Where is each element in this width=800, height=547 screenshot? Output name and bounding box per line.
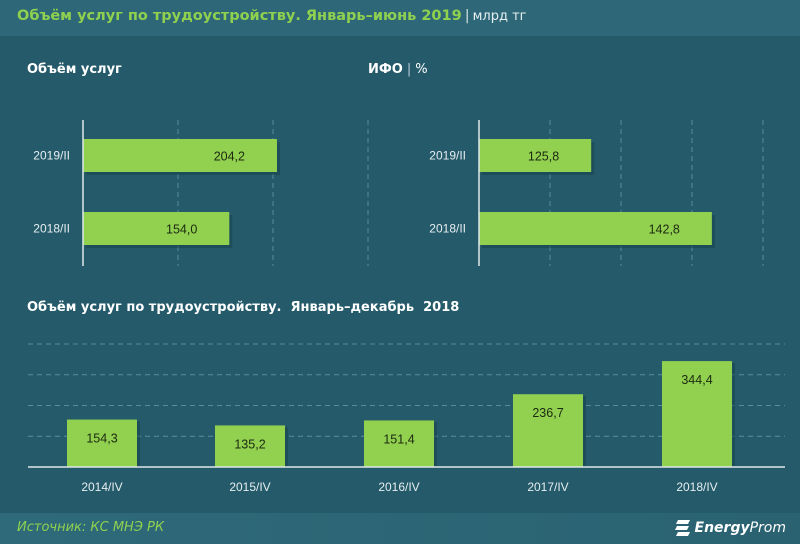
bar-2018/II	[83, 212, 230, 245]
title-unit: млрд тг	[472, 9, 527, 24]
header-bar: Объём услуг по трудоустройству. Январь–и…	[0, 0, 800, 36]
category-label: 2018/IV	[676, 480, 717, 494]
data-label: 236,7	[532, 406, 563, 420]
title-separator: |	[464, 8, 470, 24]
category-label: 2014/IV	[81, 480, 122, 494]
source-note: Источник: КС МНЭ РК	[17, 520, 165, 535]
title-text: Объём услуг по трудоустройству. Январь–и…	[17, 8, 462, 24]
data-label: 135,2	[234, 437, 265, 451]
data-label: 151,4	[383, 432, 414, 446]
bar-2014/IV	[67, 419, 137, 467]
data-label: 344,4	[681, 373, 712, 387]
energyprom-logo-icon	[674, 520, 690, 536]
bar-2019/II	[83, 139, 277, 172]
category-label: 2017/IV	[527, 480, 568, 494]
bar-2019/II	[479, 139, 592, 172]
category-label: 2015/IV	[229, 480, 270, 494]
charts-canvas: 204,2 2019/II 154,0 2018/II 125,8 2019/II 142,…	[28, 120, 785, 494]
chart1-title: Объём услуг	[27, 62, 122, 77]
category-label: 2016/IV	[378, 480, 419, 494]
brand-light: Prom	[749, 520, 786, 536]
category-label: 2018/II	[33, 222, 70, 236]
chart2-title: ИФО |%	[368, 62, 428, 77]
bar-2015/IV	[215, 425, 285, 467]
bar-2018/II	[479, 212, 712, 245]
chart3-title: Объём услуг по трудоустройству. Январь–д…	[27, 300, 460, 315]
chart2-title-sep: |	[406, 62, 412, 77]
data-label: 154,3	[86, 432, 117, 446]
data-label: 142,8	[649, 223, 680, 237]
data-label: 125,8	[528, 150, 559, 164]
brand-logo: EnergyProm	[674, 519, 786, 537]
brand-bold: Energy	[694, 520, 750, 536]
bar-2017/IV	[513, 394, 583, 467]
data-label: 154,0	[166, 223, 197, 237]
chart2-title-text: ИФО	[368, 62, 403, 77]
category-label: 2019/II	[33, 149, 70, 163]
chart2-title-unit: %	[415, 62, 428, 77]
category-label: 2018/II	[429, 222, 466, 236]
bar-2018/IV	[662, 361, 732, 467]
data-label: 204,2	[214, 150, 245, 164]
bar-2016/IV	[364, 420, 434, 467]
category-label: 2019/II	[429, 149, 466, 163]
page-title: Объём услуг по трудоустройству. Январь–и…	[17, 8, 526, 24]
footer-bar: Источник: КС МНЭ РК EnergyProm	[0, 513, 800, 544]
